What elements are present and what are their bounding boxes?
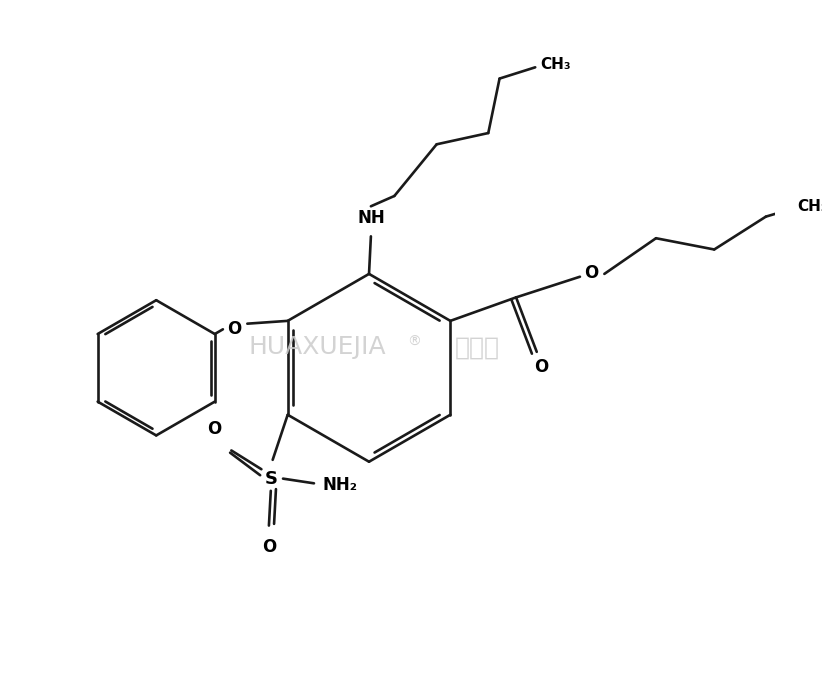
Text: CH₃: CH₃: [541, 57, 571, 72]
Text: O: O: [584, 264, 598, 282]
Text: O: O: [227, 320, 242, 338]
Text: O: O: [534, 358, 548, 376]
Text: NH₂: NH₂: [323, 476, 358, 494]
Text: S: S: [265, 470, 277, 488]
Text: O: O: [207, 420, 222, 438]
Text: CH₃: CH₃: [797, 199, 822, 214]
Text: NH: NH: [357, 210, 385, 227]
Text: 化学加: 化学加: [455, 335, 500, 359]
Text: HUAXUEJIA: HUAXUEJIA: [248, 335, 386, 359]
Text: O: O: [261, 538, 276, 556]
Text: ®: ®: [407, 335, 421, 349]
